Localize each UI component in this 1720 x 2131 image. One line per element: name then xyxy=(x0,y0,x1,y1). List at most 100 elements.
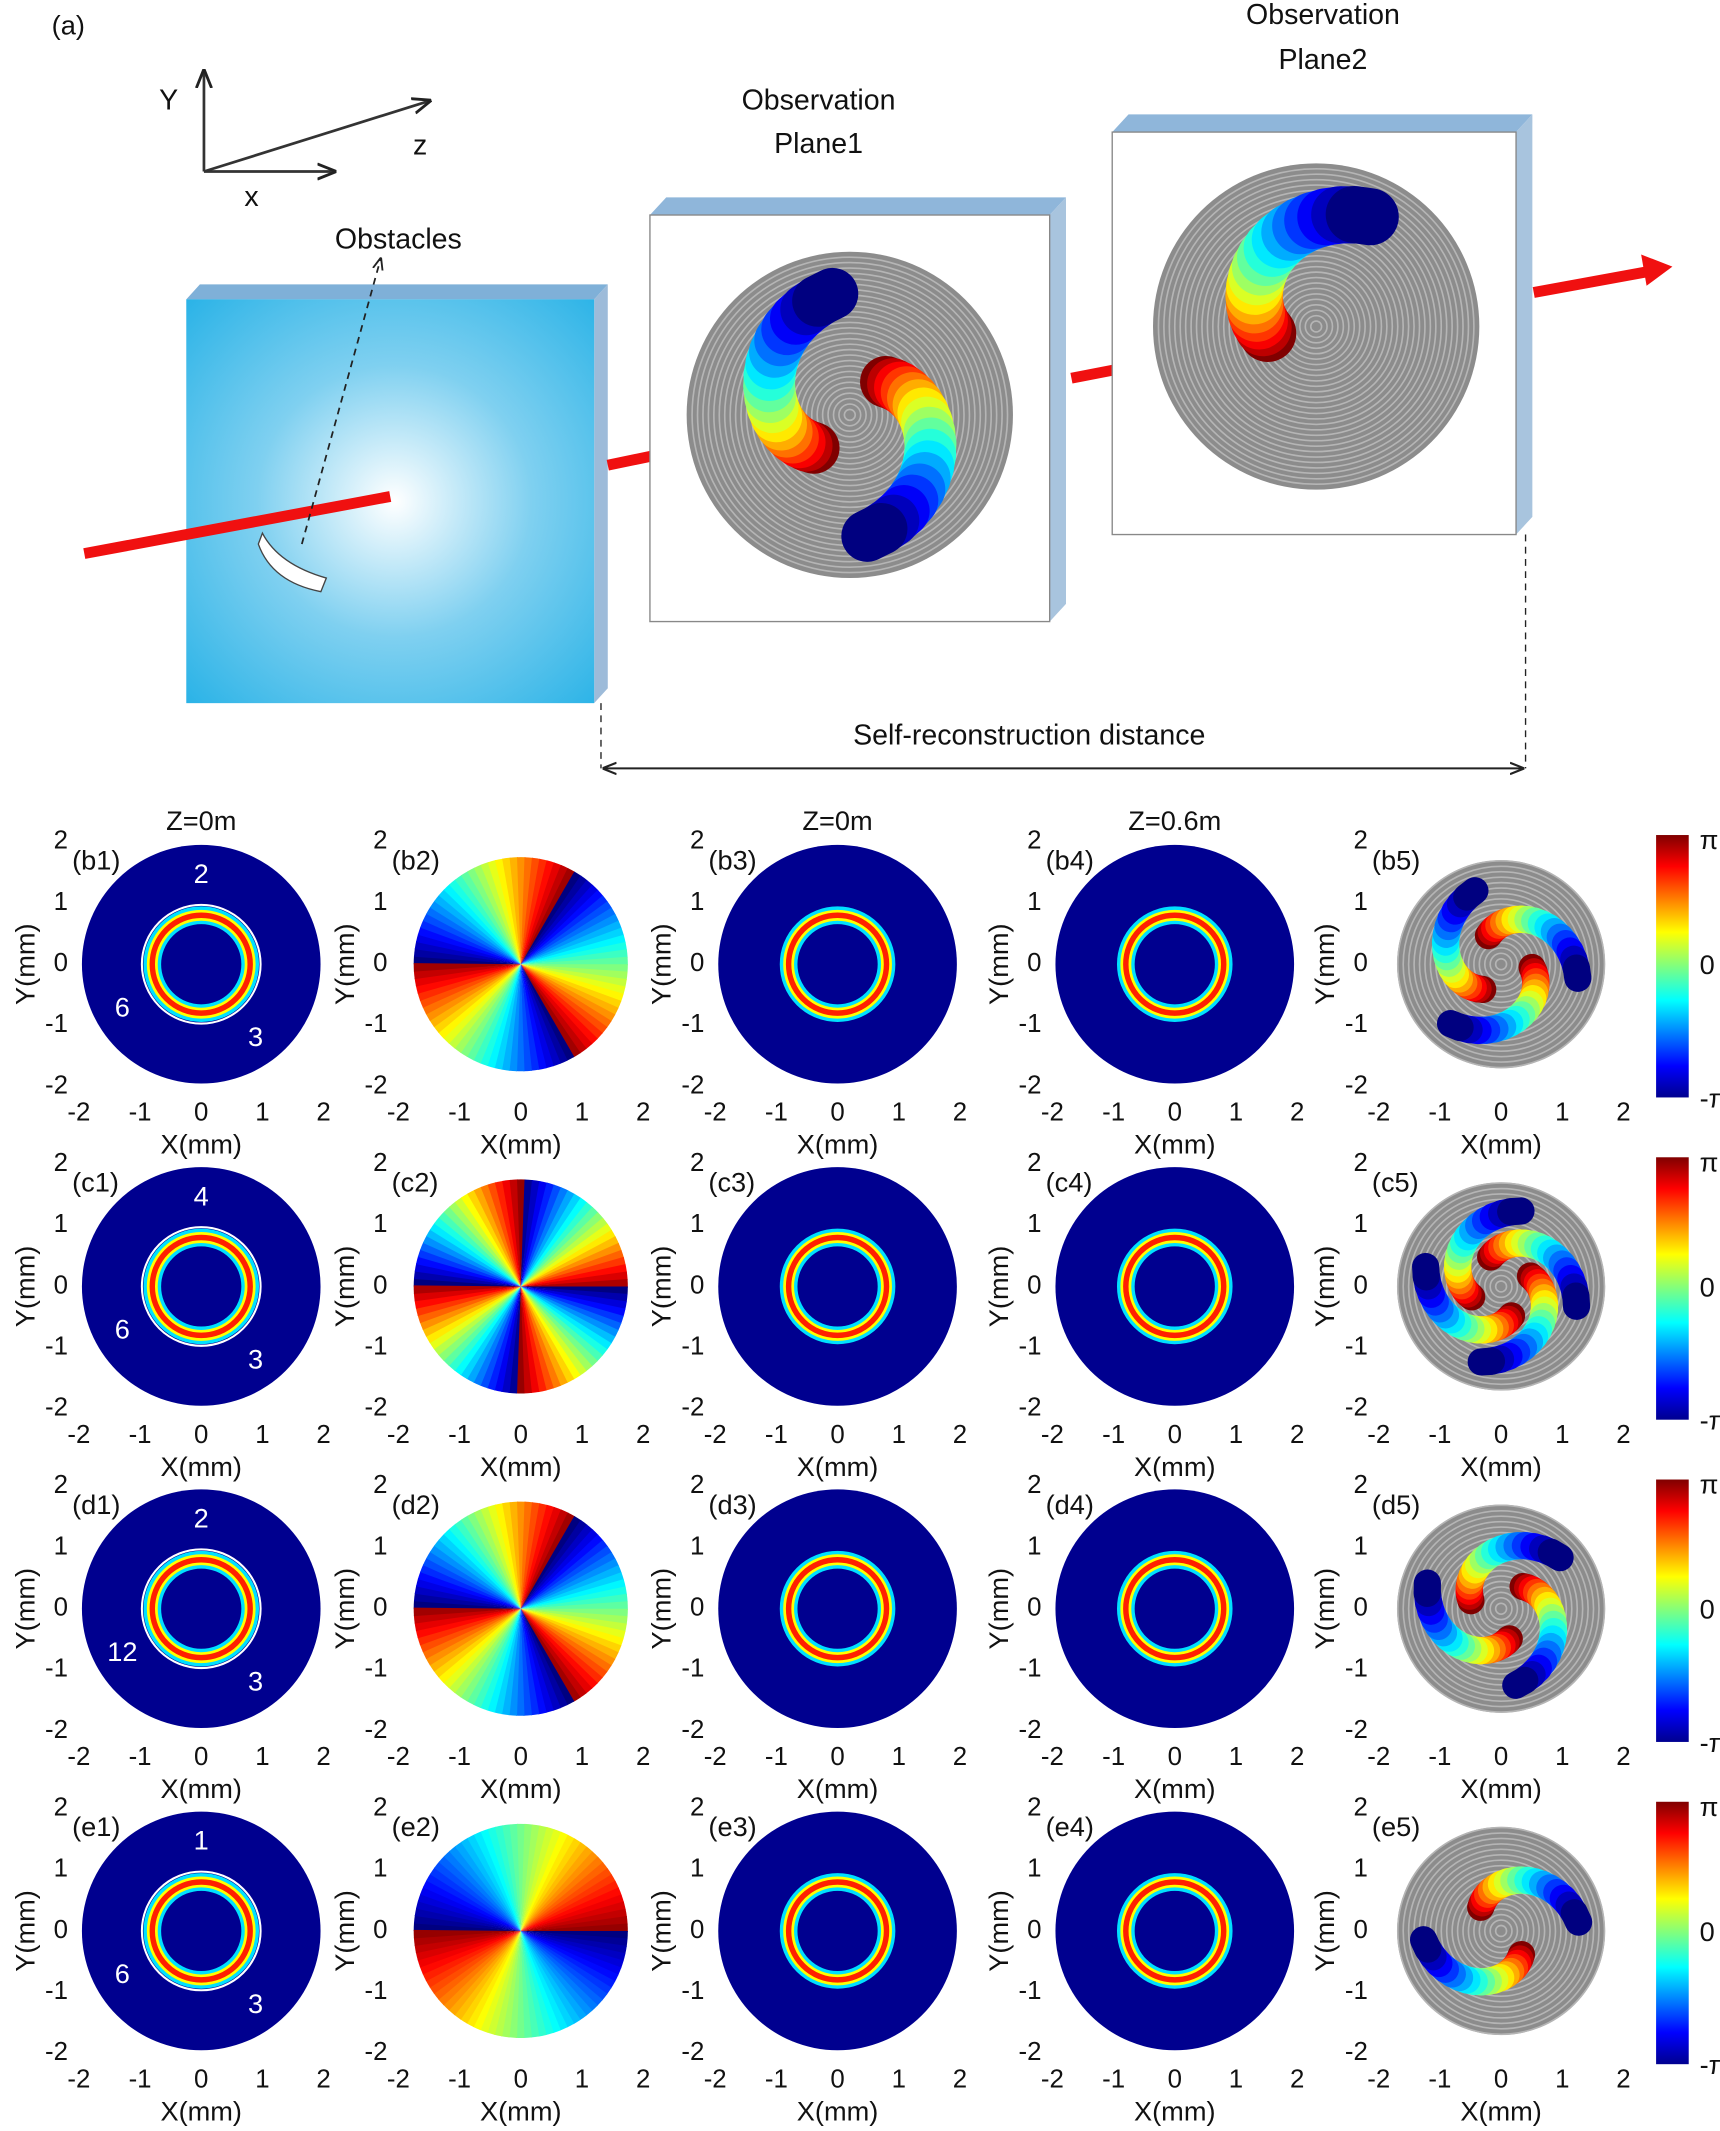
x-tick-label: 2 xyxy=(316,1743,330,1771)
fringe xyxy=(691,256,1009,574)
phase-sector xyxy=(520,1286,581,1380)
x-tick-label: 1 xyxy=(1229,1099,1243,1127)
obstacle xyxy=(257,531,328,593)
y-tick-label: -2 xyxy=(45,1394,68,1422)
colorbar xyxy=(1656,1479,1689,1742)
phase-sector xyxy=(422,1930,521,1982)
y-tick-label: 0 xyxy=(1027,1594,1041,1622)
phase-sector xyxy=(417,1930,521,1968)
y-tick-label: 1 xyxy=(1353,1855,1367,1883)
phase-sector xyxy=(520,964,603,1040)
y-axis-title: Y(mm) xyxy=(983,1890,1014,1972)
phase-sector xyxy=(448,1930,521,2016)
phase-sector xyxy=(520,1601,628,1610)
x-axis-title: X(mm) xyxy=(1134,1773,1216,1804)
phase-sector xyxy=(417,1286,521,1324)
panel-label: (d3) xyxy=(708,1489,756,1520)
phase-sector xyxy=(434,894,521,965)
phase-sector xyxy=(520,1212,604,1287)
x-axis-title: X(mm) xyxy=(797,2095,879,2126)
beam xyxy=(1532,266,1647,298)
x-tick-label: 1 xyxy=(1229,1421,1243,1449)
panel-label: (b4) xyxy=(1046,844,1094,875)
intensity-disk xyxy=(81,1167,321,1406)
phase-sector xyxy=(520,1851,599,1931)
beam-head xyxy=(1641,254,1673,286)
panel-label: (e1) xyxy=(72,1811,120,1842)
x-axis-title: X(mm) xyxy=(160,1451,242,1482)
x-axis-title: X(mm) xyxy=(480,2095,562,2126)
y-tick-label: -1 xyxy=(1345,1977,1368,2005)
column-title: Z=0m xyxy=(802,805,872,836)
y-tick-label: 2 xyxy=(54,1471,68,1499)
phase-disk xyxy=(1397,1182,1606,1391)
phase-sector xyxy=(473,1186,521,1287)
phase-sector xyxy=(520,1930,622,1976)
phase-sector xyxy=(520,862,562,965)
phase-sector xyxy=(520,1831,569,1931)
x-tick-label: -2 xyxy=(387,1743,410,1771)
phase-sector xyxy=(520,1608,581,1702)
fringe xyxy=(1407,1837,1595,2025)
panel-label: (c2) xyxy=(392,1167,439,1198)
x-tick-label: -2 xyxy=(1367,1421,1390,1449)
x-tick-label: 2 xyxy=(636,1099,650,1127)
phase-sector xyxy=(442,1608,521,1689)
y-tick-label: -1 xyxy=(681,1332,704,1360)
panel-label: (c4) xyxy=(1046,1167,1093,1198)
phase-sector xyxy=(520,1930,581,2025)
y-tick-label: -1 xyxy=(1019,1655,1042,1683)
x-tick-label: 0 xyxy=(1494,1421,1508,1449)
phase-sector xyxy=(520,1608,619,1660)
panel-label: (e5) xyxy=(1372,1811,1420,1842)
phase-sector xyxy=(494,1503,521,1609)
phase-sector xyxy=(520,1286,554,1391)
y-tick-label: -1 xyxy=(365,1977,388,2005)
y-tick-label: 2 xyxy=(1027,1793,1041,1821)
y-tick-label: 0 xyxy=(373,1271,387,1299)
y-tick-label: -1 xyxy=(1345,1332,1368,1360)
phase-sector xyxy=(520,1834,576,1931)
colorbar-label: π xyxy=(1700,1146,1719,1177)
y-tick-label: 0 xyxy=(690,1916,704,1944)
y-tick-label: 1 xyxy=(1027,1855,1041,1883)
phase-sector xyxy=(520,1608,612,1673)
phase-sector xyxy=(520,1593,628,1609)
x-axis-title: X(mm) xyxy=(1460,1129,1542,1160)
ring-number: 3 xyxy=(248,1666,263,1697)
phase-sector xyxy=(487,1182,521,1287)
phase-sector xyxy=(448,1286,521,1371)
phase-sector xyxy=(429,1222,521,1287)
y-tick-label: -2 xyxy=(45,1716,68,1744)
x-tick-label: 0 xyxy=(1494,1099,1508,1127)
phase-sector xyxy=(473,1509,521,1609)
fringe xyxy=(1402,1832,1600,2030)
y-tick-label: -1 xyxy=(1019,1332,1042,1360)
x-tick-label: 0 xyxy=(1494,1743,1508,1771)
plane-label: Observation xyxy=(742,85,896,117)
phase-sector xyxy=(454,874,521,965)
phase-sector xyxy=(520,964,593,1050)
phase-sector xyxy=(415,1286,521,1316)
intensity-ring xyxy=(149,912,253,1016)
x-tick-label: 1 xyxy=(575,1421,589,1449)
phase-sector xyxy=(520,1930,554,2036)
y-axis-title: Y(mm) xyxy=(1309,1246,1340,1328)
colorbar-label: -π xyxy=(1700,1727,1720,1758)
fringe xyxy=(1489,1274,1513,1299)
y-tick-label: -2 xyxy=(1019,1716,1042,1744)
phase-sector xyxy=(520,907,616,965)
x-tick-label: 2 xyxy=(953,1743,967,1771)
ring-number: 6 xyxy=(115,991,130,1022)
x-tick-label: -2 xyxy=(387,2065,410,2093)
y-tick-label: 0 xyxy=(373,1916,387,1944)
phase-sector xyxy=(520,1856,604,1931)
phase-sector xyxy=(449,1523,521,1609)
y-tick-label: 2 xyxy=(1353,1471,1367,1499)
x-tick-label: -1 xyxy=(448,1421,471,1449)
x-tick-label: 0 xyxy=(830,1421,844,1449)
phase-sector xyxy=(520,1608,608,1679)
phase-sector xyxy=(414,1608,521,1631)
x-tick-label: 0 xyxy=(830,1743,844,1771)
